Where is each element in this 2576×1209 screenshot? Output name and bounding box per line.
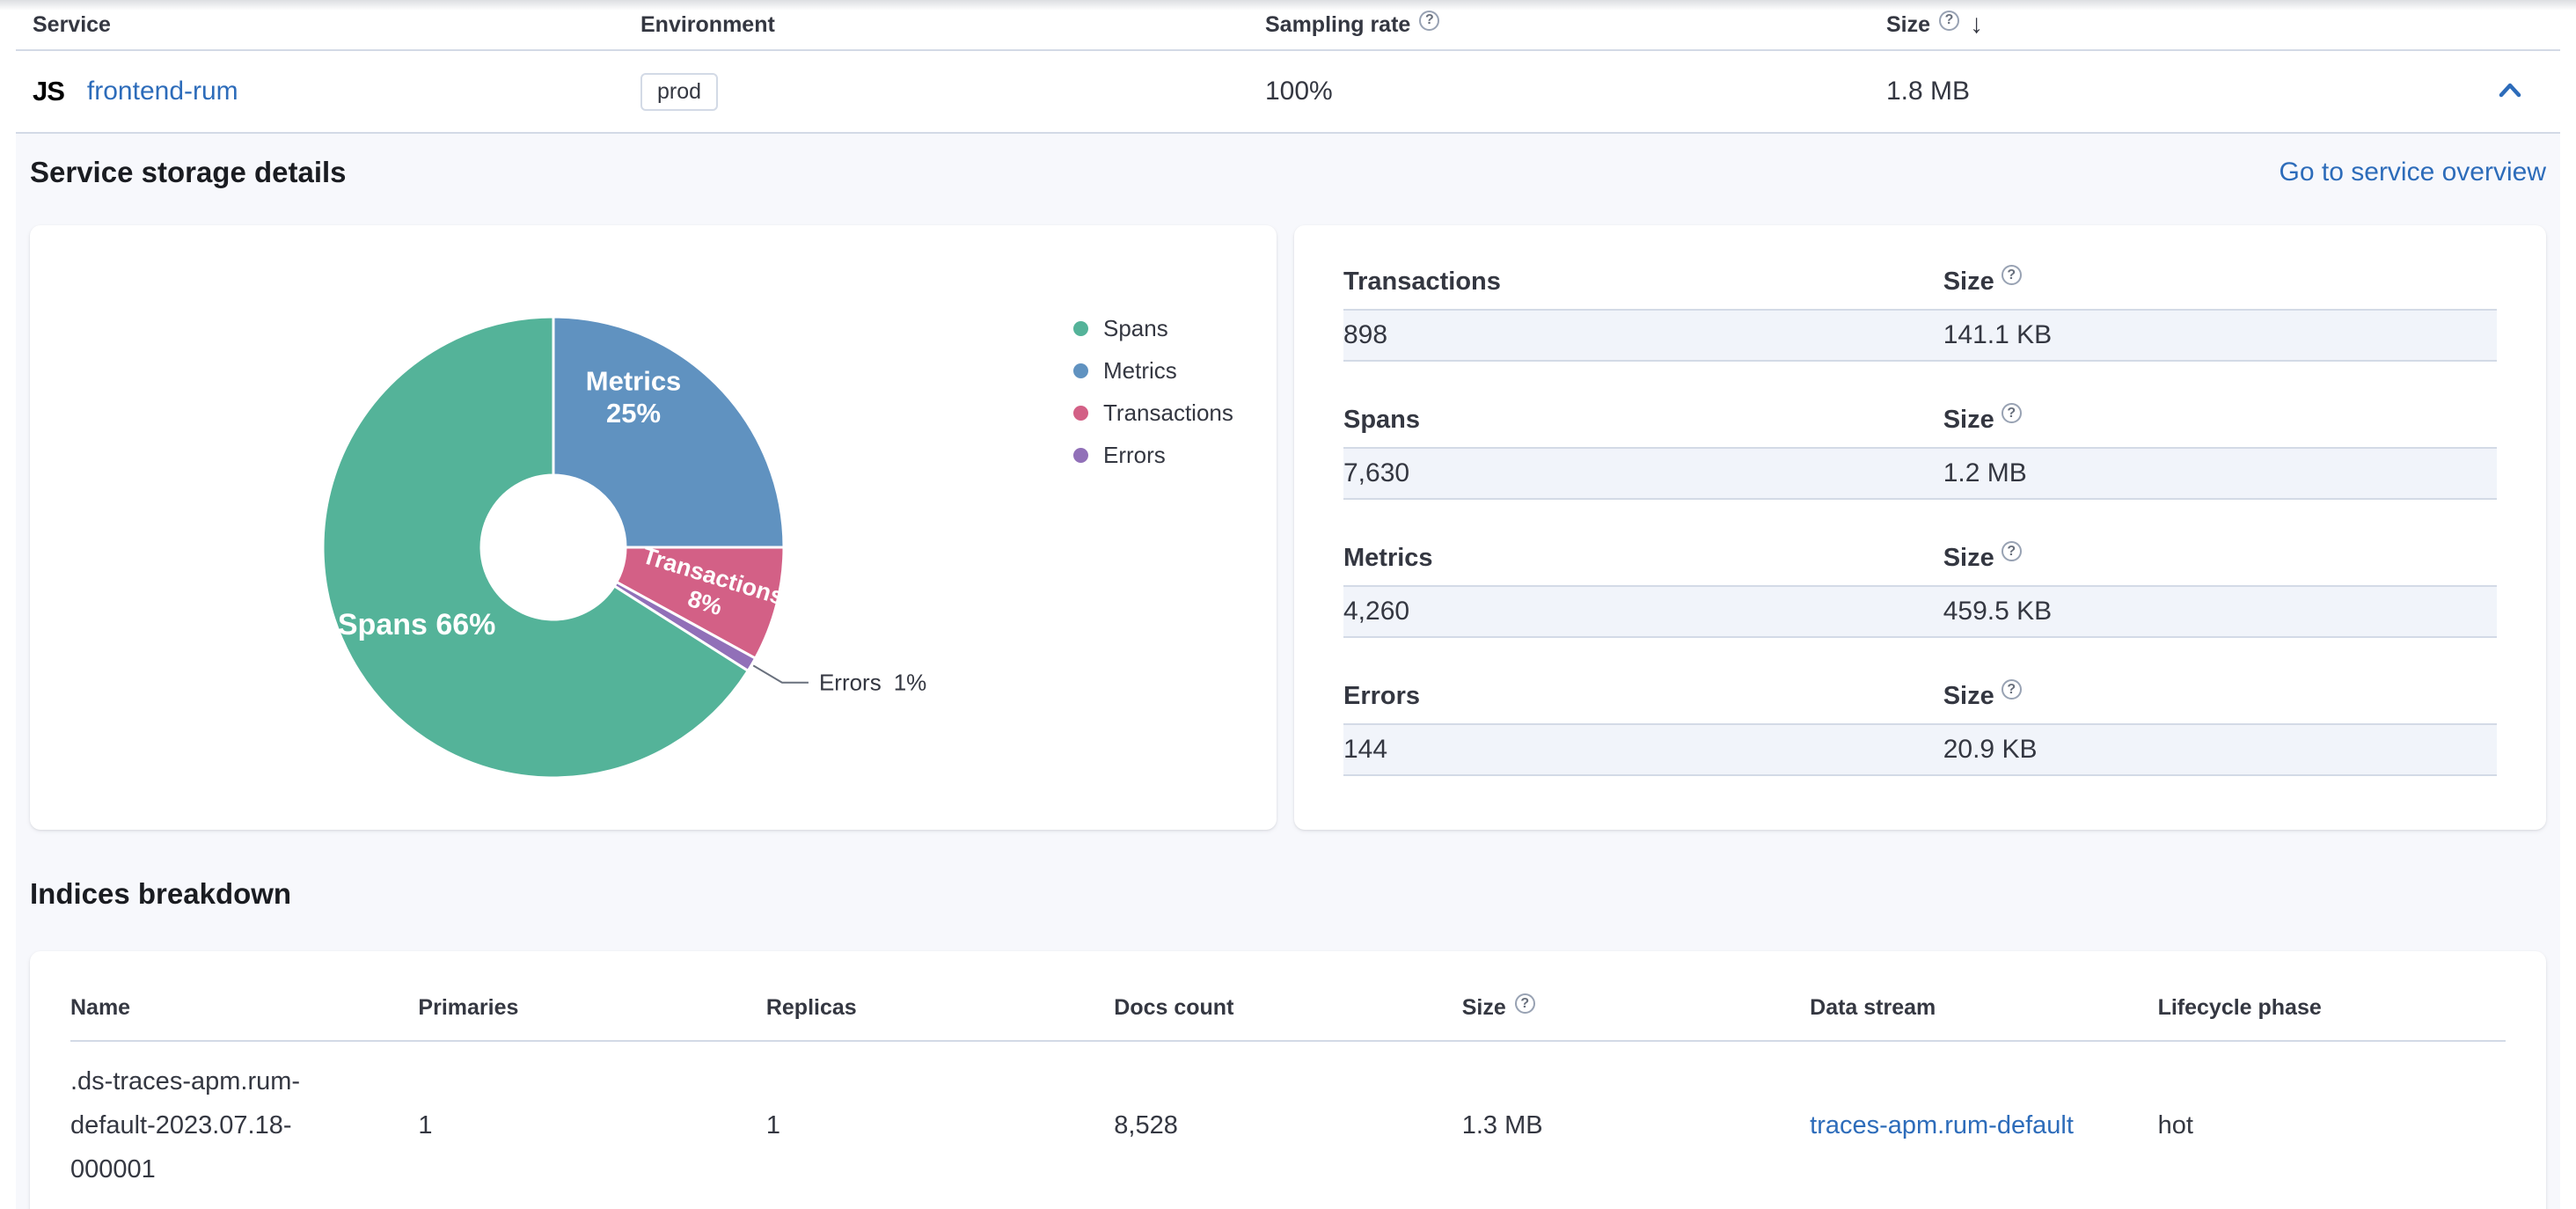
services-table: Service Environment Sampling rate ? Size…	[0, 0, 2576, 134]
index-table-row: .ds-traces-apm.rum-default-2023.07.18-00…	[70, 1042, 2506, 1209]
chart-legend: Spans Metrics Transactions Errors	[1073, 315, 1233, 484]
help-icon[interactable]: ?	[2001, 541, 2022, 561]
donut-slice-metrics	[552, 315, 786, 549]
service-row: JS frontend-rum prod 100% 1.8 MB	[16, 51, 2560, 134]
summary-count-value: 898	[1343, 320, 1388, 349]
index-size: 1.3 MB	[1461, 1110, 1543, 1139]
column-header-environment: Environment	[640, 11, 775, 37]
index-replicas: 1	[765, 1110, 780, 1139]
help-icon[interactable]: ?	[2001, 403, 2022, 423]
legend-dot-icon	[1073, 321, 1088, 336]
summary-size-label: Size	[1943, 267, 1994, 296]
column-header-lifecycle-phase: Lifecycle phase	[2157, 995, 2322, 1020]
summary-section-errors: Errors Size ? 144 20.9 KB	[1343, 679, 2497, 776]
legend-item-errors[interactable]: Errors	[1073, 442, 1233, 469]
legend-dot-icon	[1073, 406, 1088, 421]
help-icon[interactable]: ?	[2001, 679, 2022, 700]
summary-size-value: 1.2 MB	[1943, 458, 2027, 487]
donut-callout-line	[752, 664, 809, 684]
summary-size-label: Size	[1943, 406, 1994, 434]
column-header-docs-count: Docs count	[1114, 995, 1234, 1020]
help-icon[interactable]: ?	[1419, 10, 1440, 31]
summary-label: Transactions	[1343, 267, 1501, 296]
column-header-replicas: Replicas	[765, 995, 857, 1020]
summary-count-value: 7,630	[1343, 458, 1410, 487]
size-value: 1.8 MB	[1886, 77, 1971, 106]
column-header-name: Name	[70, 995, 131, 1020]
chevron-up-icon	[2495, 76, 2525, 108]
summary-section-spans: Spans Size ? 7,630 1.2 MB	[1343, 403, 2497, 500]
column-header-sampling-rate: Sampling rate ?	[1265, 10, 1886, 38]
donut-label-errors: Errors 1%	[819, 670, 926, 696]
column-header-index-size: Size	[1461, 995, 1506, 1020]
index-lifecycle-phase: hot	[2157, 1110, 2193, 1139]
data-stream-link[interactable]: traces-apm.rum-default	[1810, 1110, 2074, 1139]
column-header-size[interactable]: Size ? ↓	[1886, 10, 1984, 39]
service-name-link[interactable]: frontend-rum	[86, 77, 238, 106]
storage-donut-panel: Metrics 25% Transactions8% Spans 66% Errors 1…	[30, 225, 1277, 830]
help-icon[interactable]: ?	[2001, 265, 2022, 285]
summary-section-transactions: Transactions Size ? 898 141.1 KB	[1343, 265, 2497, 362]
collapse-row-button[interactable]	[2455, 76, 2560, 108]
help-icon[interactable]: ?	[1514, 993, 1535, 1014]
help-icon[interactable]: ?	[1939, 10, 1960, 31]
indices-table-header: Name Primaries Replicas Docs count Size …	[70, 992, 2506, 1042]
index-docs-count: 8,528	[1114, 1110, 1178, 1139]
column-header-service: Service	[33, 11, 111, 37]
summary-size-value: 141.1 KB	[1943, 320, 2053, 349]
summary-size-label: Size	[1943, 544, 1994, 572]
summary-count-value: 4,260	[1343, 597, 1410, 626]
legend-dot-icon	[1073, 448, 1088, 463]
legend-label: Metrics	[1103, 357, 1177, 384]
sampling-rate-value: 100%	[1265, 77, 1333, 106]
donut-label-metrics: Metrics 25%	[586, 365, 682, 429]
column-header-data-stream: Data stream	[1810, 995, 1936, 1020]
services-table-header: Service Environment Sampling rate ? Size…	[16, 0, 2560, 51]
service-storage-expanded-section: Service storage details Go to service ov…	[16, 134, 2560, 1209]
go-to-service-overview-link[interactable]: Go to service overview	[2279, 158, 2546, 187]
index-primaries: 1	[418, 1110, 433, 1139]
donut-label-spans: Spans 66%	[338, 608, 496, 641]
summary-label: Spans	[1343, 406, 1421, 434]
summary-size-value: 20.9 KB	[1943, 735, 2038, 764]
donut-slice-spans	[321, 315, 750, 780]
storage-details-title: Service storage details	[30, 156, 347, 188]
indices-breakdown-card: Name Primaries Replicas Docs count Size …	[30, 951, 2546, 1209]
legend-label: Spans	[1103, 315, 1168, 341]
environment-badge: prod	[640, 72, 719, 111]
summary-label: Errors	[1343, 682, 1421, 710]
legend-item-spans[interactable]: Spans	[1073, 315, 1233, 342]
indices-breakdown-title: Indices breakdown	[30, 877, 292, 910]
column-header-primaries: Primaries	[418, 995, 519, 1020]
storage-summary-panel: Transactions Size ? 898 141.1 KB Spans S…	[1294, 225, 2546, 830]
index-name: .ds-traces-apm.rum-default-2023.07.18-00…	[70, 1067, 301, 1183]
summary-count-value: 144	[1343, 735, 1388, 764]
summary-size-label: Size	[1943, 682, 1994, 710]
legend-label: Errors	[1103, 442, 1166, 468]
storage-donut-chart: Metrics 25%Transactions8%Spans 66%Errors 1…	[321, 315, 926, 780]
legend-label: Transactions	[1103, 399, 1233, 426]
sort-desc-icon[interactable]: ↓	[1970, 10, 1984, 39]
js-agent-icon: JS	[33, 76, 65, 106]
summary-section-metrics: Metrics Size ? 4,260 459.5 KB	[1343, 541, 2497, 638]
legend-dot-icon	[1073, 363, 1088, 378]
legend-item-transactions[interactable]: Transactions	[1073, 399, 1233, 427]
summary-label: Metrics	[1343, 544, 1433, 572]
summary-size-value: 459.5 KB	[1943, 597, 2053, 626]
legend-item-metrics[interactable]: Metrics	[1073, 357, 1233, 385]
